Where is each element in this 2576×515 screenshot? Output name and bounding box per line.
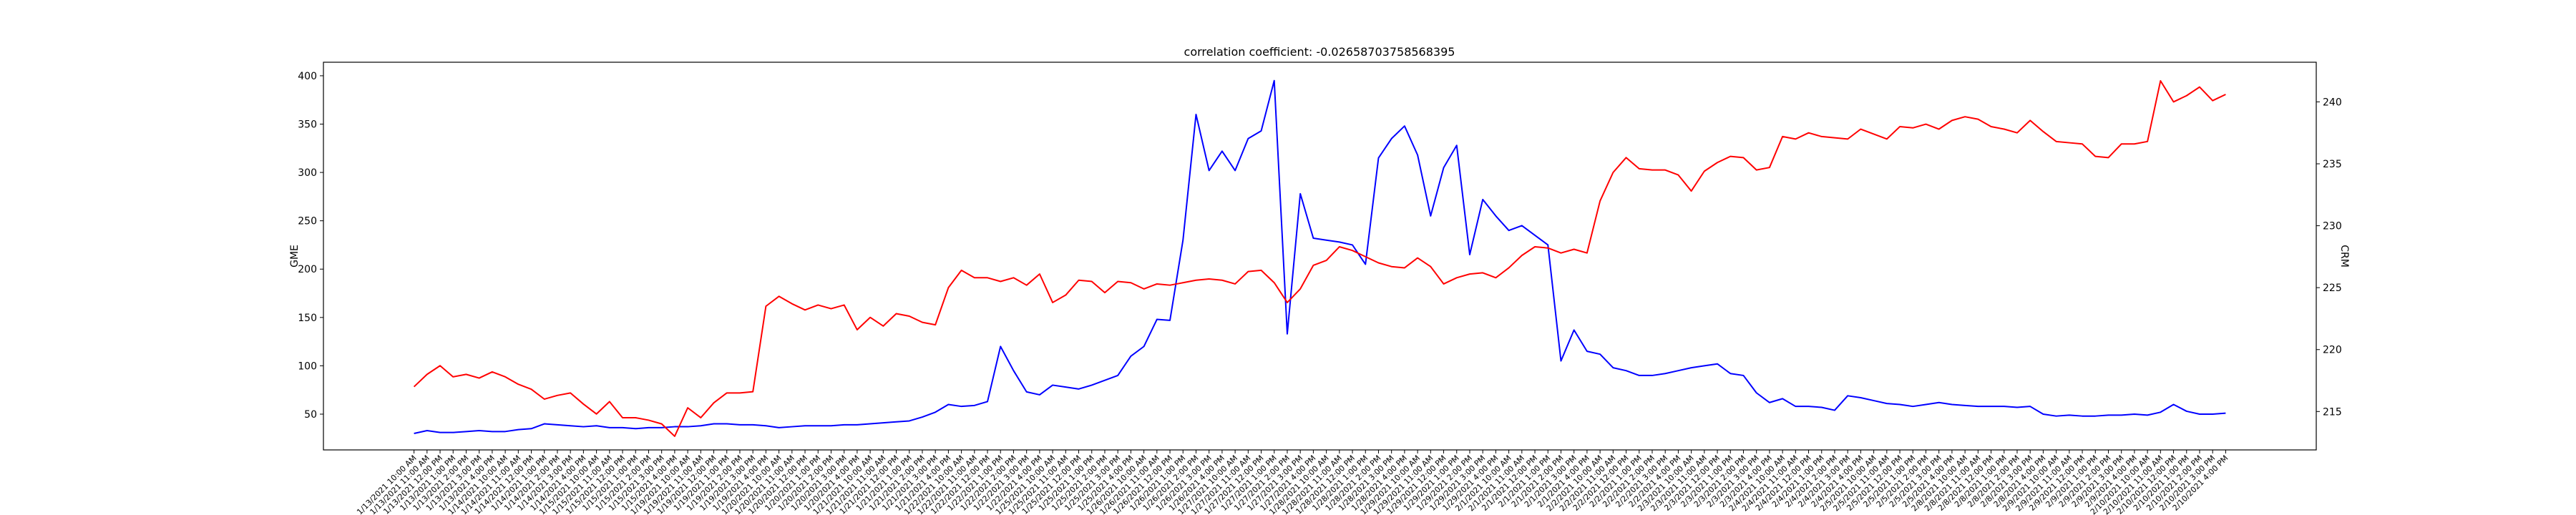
- y-tick-label: 200: [298, 264, 317, 275]
- y-tick-label: 50: [304, 409, 317, 421]
- y2-tick-label: 225: [2323, 283, 2342, 294]
- y-tick-label: 150: [298, 313, 317, 324]
- y2-tick-label: 235: [2323, 159, 2342, 170]
- y2-tick-label: 240: [2323, 97, 2342, 108]
- y-tick-label: 250: [298, 216, 317, 227]
- plot-frame: [323, 62, 2317, 451]
- series-line: [414, 79, 2226, 434]
- y2-tick-label: 215: [2323, 406, 2342, 418]
- y-axis-label: GME: [289, 245, 301, 268]
- y-tick-label: 100: [298, 360, 317, 372]
- y2-tick-label: 230: [2323, 221, 2342, 232]
- chart-title: correlation coefficient: -0.026587037585…: [1184, 45, 1455, 59]
- y-tick-label: 400: [298, 71, 317, 82]
- y2-tick-label: 220: [2323, 345, 2342, 356]
- y2-axis-label: CRM: [2338, 245, 2350, 268]
- y-tick-label: 350: [298, 119, 317, 131]
- y-tick-label: 300: [298, 167, 317, 179]
- series-line: [413, 79, 2226, 437]
